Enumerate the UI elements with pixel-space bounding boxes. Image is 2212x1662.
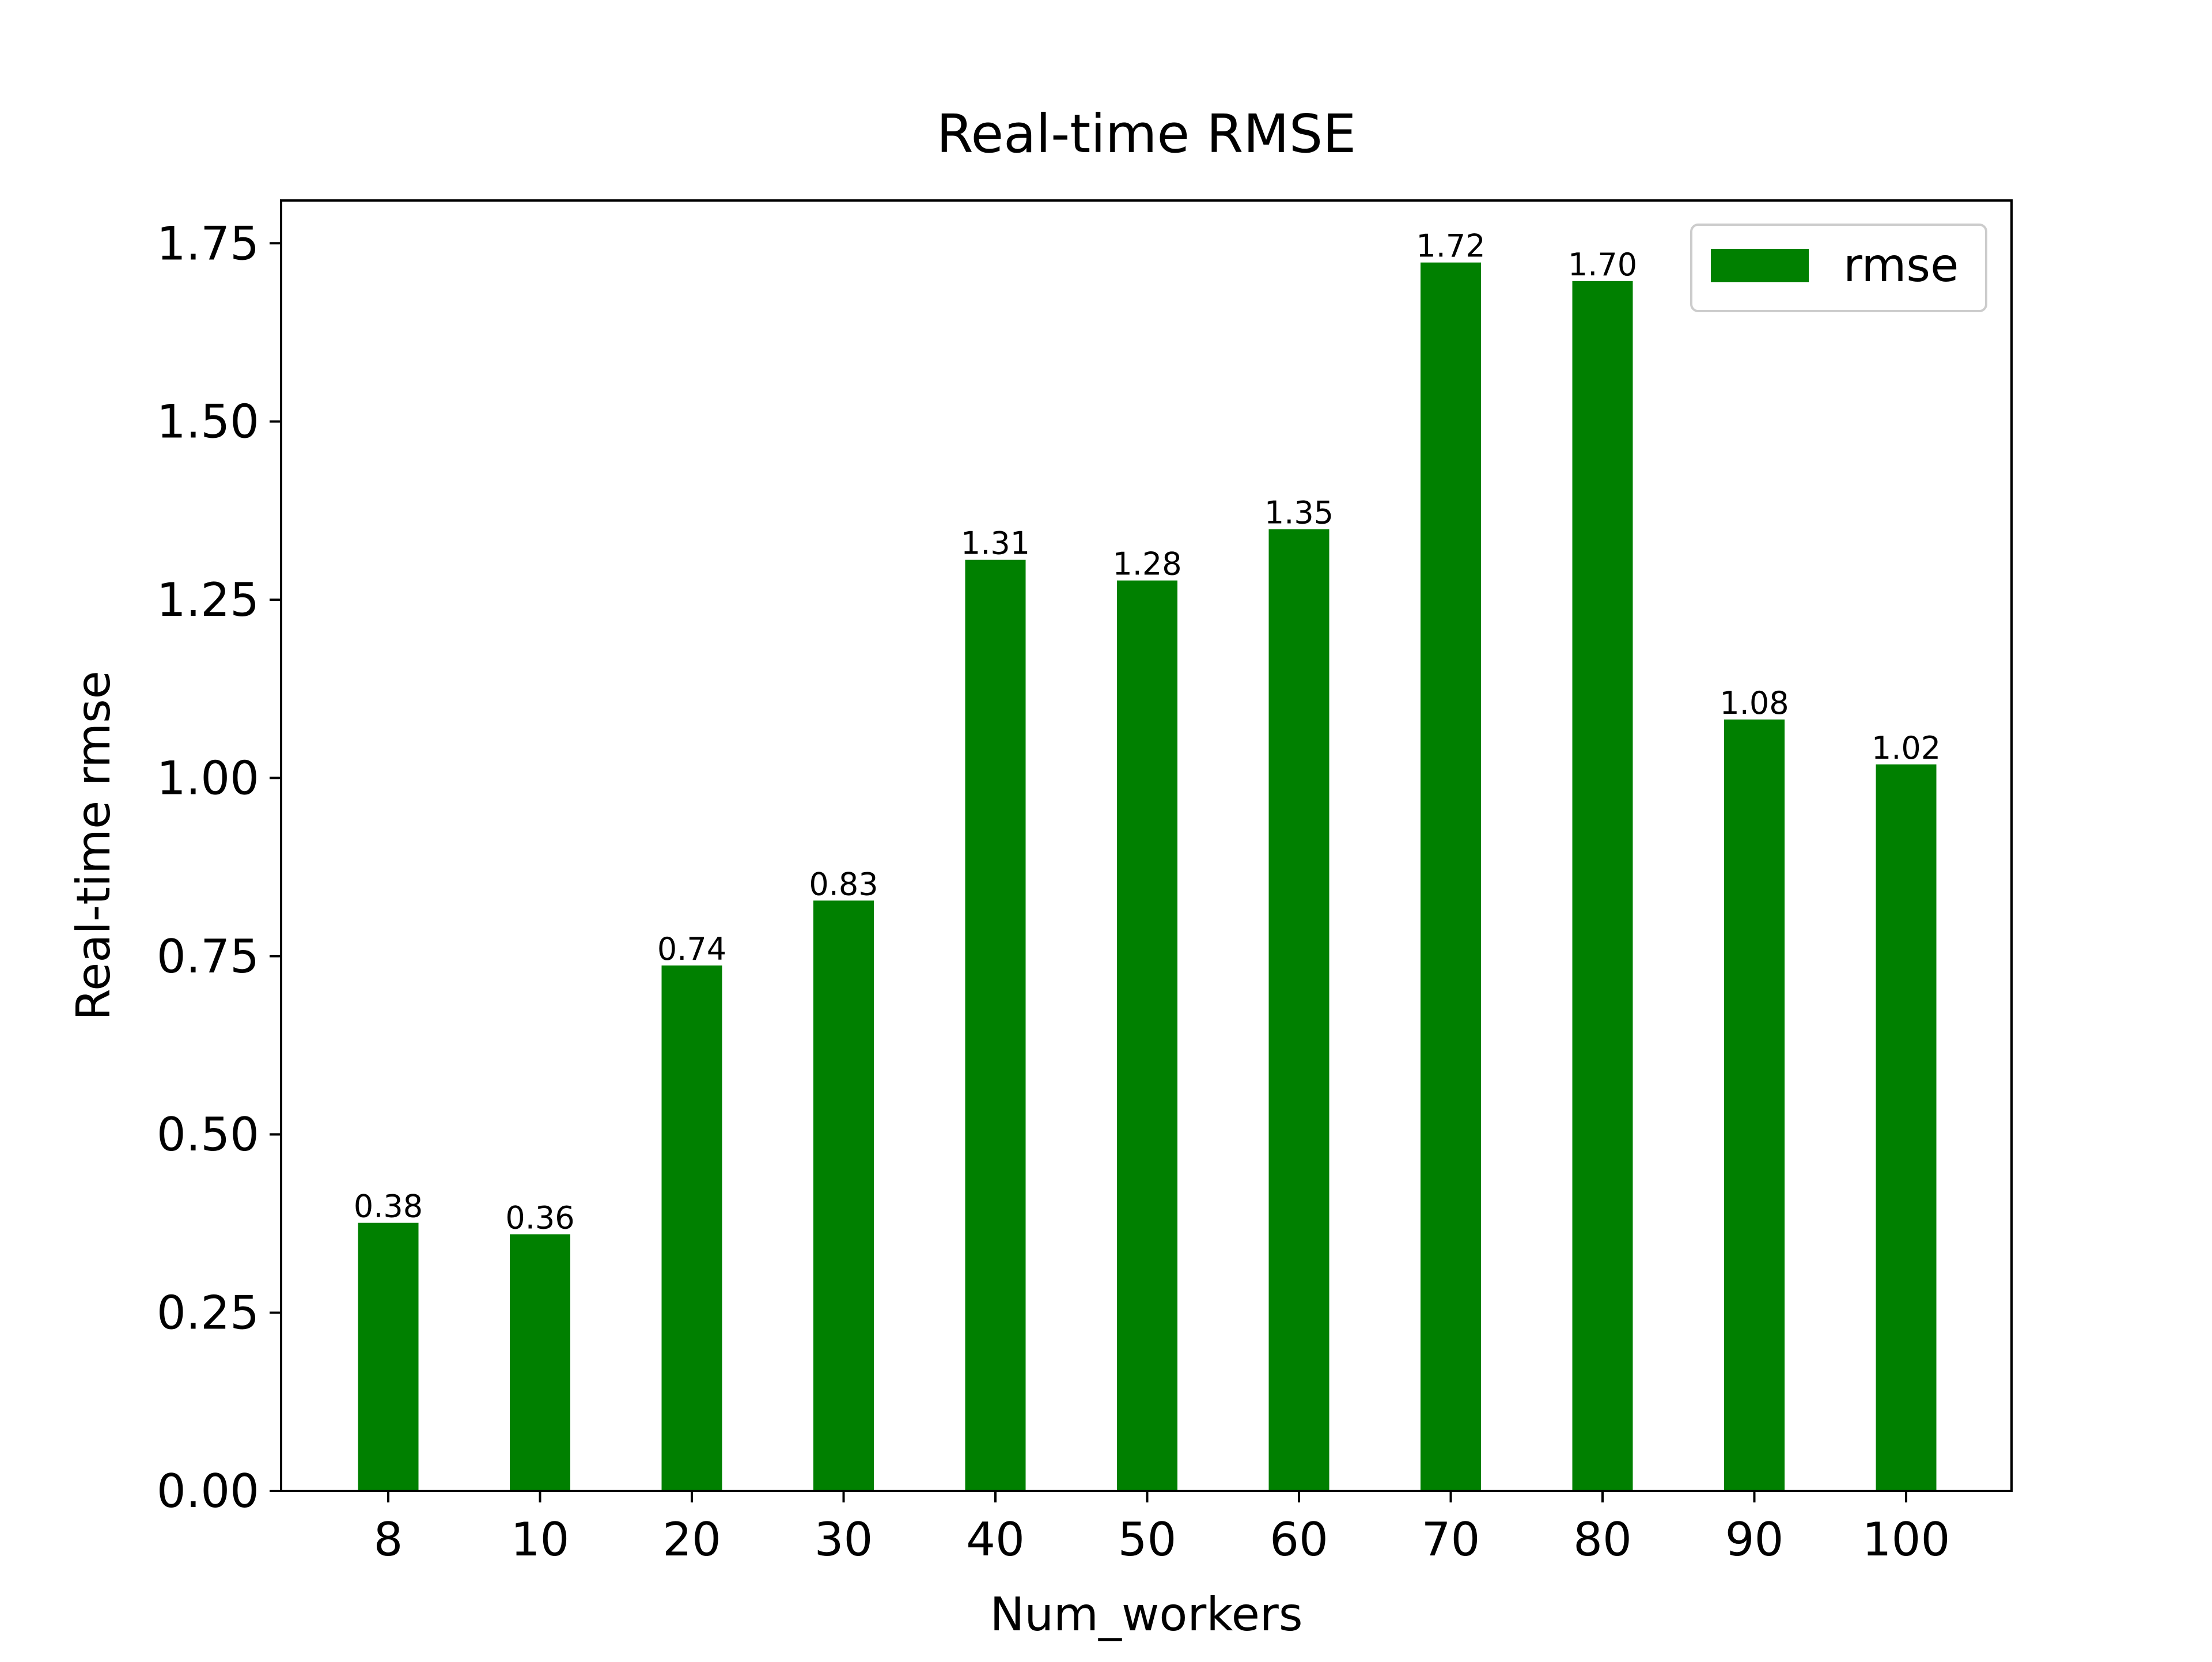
x-tick-label-90: 90: [1725, 1513, 1784, 1566]
bar-100: [1876, 764, 1937, 1491]
legend-swatch: [1711, 249, 1809, 282]
value-label-80: 1.70: [1568, 247, 1637, 283]
y-tick-label-0.00: 0.00: [157, 1464, 259, 1518]
legend: rmse: [1690, 224, 1987, 312]
value-label-8: 0.38: [354, 1188, 423, 1225]
y-tick-label-1.00: 1.00: [157, 751, 259, 805]
x-axis-label: Num_workers: [990, 1588, 1302, 1641]
value-label-50: 1.28: [1112, 546, 1181, 582]
x-tick-label-80: 80: [1573, 1513, 1632, 1566]
x-tick-label-60: 60: [1270, 1513, 1328, 1566]
x-tick-label-70: 70: [1422, 1513, 1480, 1566]
value-label-10: 0.36: [505, 1199, 574, 1236]
legend-frame: [1690, 224, 1987, 312]
bar-10: [510, 1234, 570, 1491]
legend-label: rmse: [1843, 238, 1959, 292]
x-tick-label-8: 8: [374, 1513, 403, 1566]
y-tick-label-0.75: 0.75: [157, 930, 259, 983]
y-tick-label-1.75: 1.75: [157, 217, 259, 270]
plot-frame: [280, 199, 2013, 1492]
bar-20: [661, 965, 722, 1491]
y-tick-label-0.50: 0.50: [157, 1108, 259, 1161]
bar-90: [1724, 719, 1785, 1491]
x-tick-label-40: 40: [966, 1513, 1025, 1566]
value-label-70: 1.72: [1416, 228, 1485, 264]
bar-70: [1421, 262, 1481, 1491]
bar-8: [358, 1222, 419, 1491]
bars-layer: [358, 262, 1937, 1491]
value-labels-layer: 0.38 0.36 0.74 0.83 1.31 1.28 1.35 1.72 1.70 1.08…: [354, 228, 1941, 1236]
x-axis: 8 10 20 30 40 50 60 70 80 90 100: [374, 1491, 1950, 1566]
bar-60: [1268, 529, 1330, 1491]
y-tick-label-1.25: 1.25: [157, 573, 259, 627]
y-tick-label-1.50: 1.50: [157, 395, 259, 449]
value-label-30: 0.83: [809, 866, 878, 902]
bar-30: [813, 900, 874, 1491]
x-tick-label-50: 50: [1118, 1513, 1177, 1566]
x-tick-label-20: 20: [662, 1513, 721, 1566]
bar-80: [1572, 281, 1633, 1491]
bar-40: [965, 559, 1026, 1491]
value-label-90: 1.08: [1719, 685, 1789, 721]
value-label-60: 1.35: [1264, 495, 1334, 531]
value-label-100: 1.02: [1872, 730, 1941, 766]
bar-50: [1117, 580, 1177, 1491]
y-tick-label-0.25: 0.25: [157, 1286, 259, 1340]
y-axis: 0.00 0.25 0.50 0.75 1.00 1.25 1.50 1.75: [157, 217, 281, 1518]
x-tick-label-30: 30: [815, 1513, 873, 1566]
x-tick-label-10: 10: [511, 1513, 570, 1566]
value-label-40: 1.31: [961, 525, 1030, 562]
chart-title: Real-time RMSE: [937, 103, 1356, 165]
y-axis-label: Real-time rmse: [67, 671, 120, 1021]
x-tick-label-100: 100: [1862, 1513, 1950, 1566]
value-label-20: 0.74: [657, 931, 726, 967]
